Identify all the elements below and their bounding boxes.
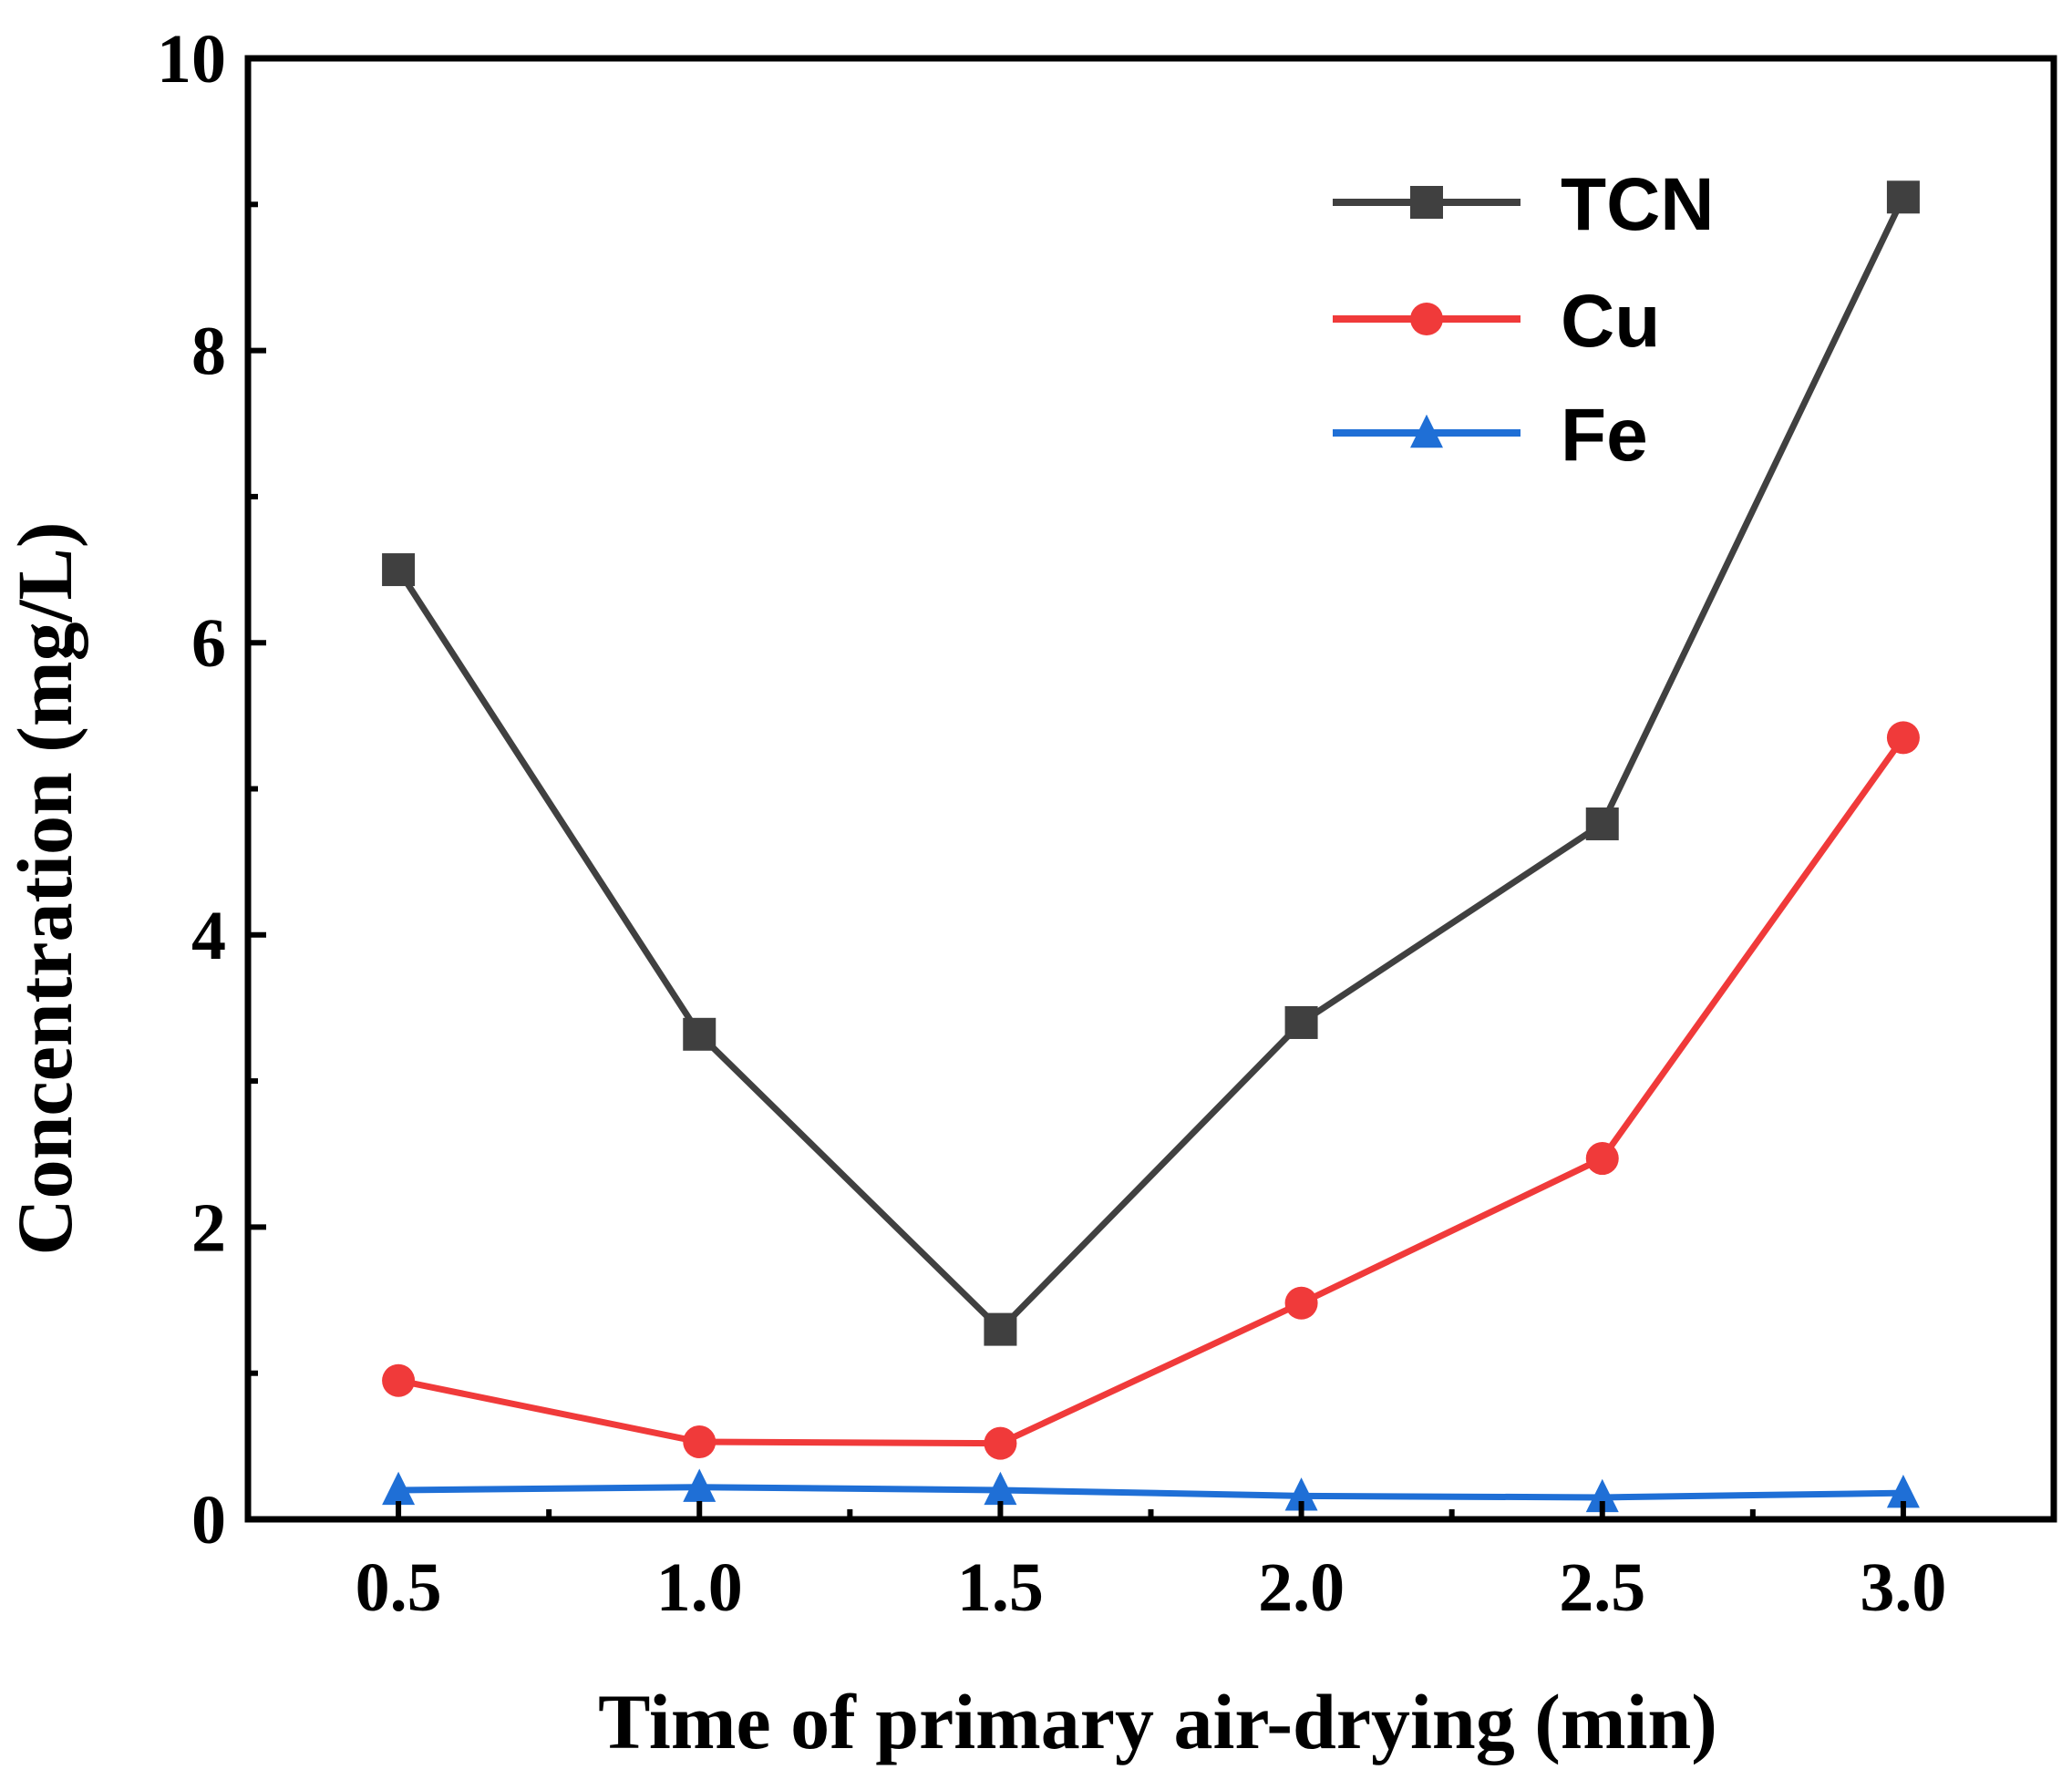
data-point-fe <box>382 1471 416 1506</box>
data-point-fe <box>1585 1478 1619 1513</box>
legend: TCN Cu Fe <box>1333 163 1715 477</box>
legend-label-tcn: TCN <box>1561 163 1715 246</box>
data-point-tcn <box>683 1017 716 1051</box>
data-point-tcn <box>1585 807 1619 840</box>
x-tick-label: 2.0 <box>1258 1549 1345 1626</box>
series-fe <box>382 1468 1920 1513</box>
legend-item-cu: Cu <box>1333 280 1660 363</box>
data-point-cu <box>1284 1286 1318 1320</box>
data-point-tcn <box>382 553 416 587</box>
y-tick-label: 0 <box>191 1482 226 1559</box>
x-tick-label: 1.0 <box>656 1549 743 1626</box>
legend-label-cu: Cu <box>1561 280 1660 363</box>
data-point-fe <box>984 1471 1017 1506</box>
x-axis-title: Time of primary air-drying (min) <box>598 1678 1717 1765</box>
y-tick-label: 4 <box>191 898 226 974</box>
plot-frame <box>244 55 2057 1523</box>
y-tick-label: 10 <box>157 21 226 98</box>
y-tick-label: 6 <box>191 605 226 682</box>
data-point-cu <box>683 1425 716 1459</box>
legend-label-fe: Fe <box>1561 394 1648 477</box>
data-point-tcn <box>1284 1005 1318 1039</box>
x-tick-label: 1.5 <box>957 1549 1044 1626</box>
legend-item-tcn: TCN <box>1333 163 1715 246</box>
y-tick-label: 8 <box>191 314 226 390</box>
axes-layer: 0 2 4 6 8 10 0.5 1.0 1.5 2.0 2.5 3.0 <box>157 21 2057 1626</box>
data-point-fe <box>683 1468 716 1502</box>
x-tick-label: 0.5 <box>356 1549 442 1626</box>
series-line-tcn <box>396 195 1907 1334</box>
data-point-fe <box>1886 1474 1920 1508</box>
x-tick-label: 2.5 <box>1559 1549 1645 1626</box>
data-point-cu <box>382 1363 416 1397</box>
data-point-tcn <box>984 1312 1017 1346</box>
legend-marker-cu <box>1410 303 1443 335</box>
data-point-cu <box>1886 721 1920 755</box>
series-cu <box>382 721 1920 1460</box>
legend-marker-tcn <box>1410 186 1443 219</box>
y-tick-label: 2 <box>191 1189 226 1266</box>
x-tick-label: 3.0 <box>1860 1549 1946 1626</box>
series-line-cu <box>397 736 1906 1447</box>
legend-marker-fe <box>1410 414 1443 448</box>
data-point-fe <box>1284 1477 1318 1511</box>
legend-item-fe: Fe <box>1333 394 1648 477</box>
series-tcn <box>382 180 1920 1346</box>
y-axis-title: Concentration (mg/L) <box>1 522 88 1256</box>
data-point-cu <box>1585 1142 1619 1176</box>
series-line-fe <box>398 1484 1903 1501</box>
data-point-tcn <box>1886 180 1920 214</box>
data-point-cu <box>984 1426 1017 1460</box>
series-layer <box>382 180 1920 1513</box>
